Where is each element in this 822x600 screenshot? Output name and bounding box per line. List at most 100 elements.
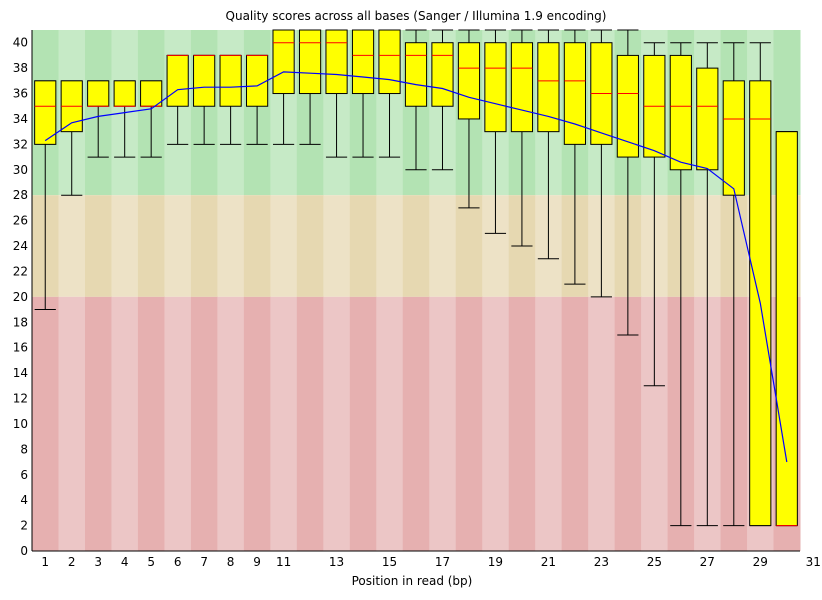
iqr-box [113, 80, 136, 107]
box-pos-24-25 [457, 29, 481, 209]
x-axis-ticks: 1234567891113151719212325272931333537394… [41, 555, 820, 569]
box-pos-12-13 [298, 29, 322, 145]
y-tick-label: 20 [13, 290, 28, 304]
box-pos-10-11 [272, 29, 295, 145]
iqr-box [272, 29, 295, 95]
zone-reasonable-stripe [323, 195, 351, 297]
zone-poor-stripe [614, 296, 642, 551]
iqr-box [166, 54, 189, 107]
x-tick-label: 4 [121, 555, 129, 569]
box-pos-18-19 [378, 29, 401, 158]
iqr-box [298, 29, 322, 95]
zone-reasonable-stripe [84, 195, 112, 297]
zone-reasonable-stripe [190, 195, 218, 297]
y-tick-label: 12 [13, 392, 28, 406]
y-tick-label: 28 [13, 188, 28, 202]
x-tick-label: 6 [174, 555, 182, 569]
zone-poor-stripe [190, 296, 218, 551]
iqr-box [246, 54, 269, 107]
zone-reasonable-stripe [429, 195, 457, 297]
zone-reasonable-stripe [402, 195, 430, 297]
x-tick-label: 7 [200, 555, 208, 569]
x-tick-label: 19 [488, 555, 503, 569]
box-pos-38-39 [643, 42, 666, 387]
zone-reasonable-stripe [455, 195, 483, 297]
iqr-box [722, 80, 745, 196]
x-tick-label: 25 [647, 555, 662, 569]
zone-poor-stripe [508, 296, 536, 551]
y-tick-label: 32 [13, 137, 28, 151]
x-tick-label: 8 [227, 555, 235, 569]
zone-poor-stripe [32, 296, 59, 551]
x-tick-label: 3 [94, 555, 102, 569]
iqr-box [325, 29, 348, 95]
y-tick-label: 30 [13, 163, 28, 177]
y-tick-label: 14 [13, 366, 28, 380]
y-tick-label: 8 [20, 442, 28, 456]
iqr-box [563, 42, 586, 145]
x-tick-label: 29 [753, 555, 768, 569]
box-pos-2 [60, 80, 83, 196]
x-axis-label: Position in read (bp) [352, 574, 473, 588]
y-tick-label: 16 [13, 341, 28, 355]
iqr-box [484, 42, 507, 133]
y-tick-label: 34 [13, 112, 28, 126]
zone-reasonable-stripe [58, 195, 86, 297]
iqr-box [404, 42, 428, 107]
x-tick-label: 11 [276, 555, 291, 569]
iqr-box [87, 80, 110, 107]
zone-reasonable-stripe [164, 195, 192, 297]
y-tick-label: 24 [13, 239, 28, 253]
box-pos-5 [140, 80, 163, 158]
zone-reasonable-stripe [270, 195, 298, 297]
iqr-box [616, 54, 639, 158]
iqr-box [537, 42, 560, 133]
iqr-box [669, 54, 692, 171]
iqr-box [351, 29, 375, 95]
zone-reasonable-stripe [111, 195, 139, 297]
iqr-box [775, 131, 798, 527]
zone-poor-stripe [84, 296, 112, 551]
box-pos-14-15 [325, 29, 348, 158]
y-tick-label: 2 [20, 519, 28, 533]
box-pos-36-37 [616, 29, 639, 336]
zone-reasonable-stripe [137, 195, 165, 297]
zone-reasonable-stripe [217, 195, 245, 297]
box-pos-32-33 [563, 29, 586, 285]
iqr-box [457, 42, 481, 120]
zone-reasonable-stripe [349, 195, 377, 297]
iqr-box [193, 54, 216, 107]
mean-layer [44, 71, 788, 463]
zone-poor-stripe [482, 296, 510, 551]
x-tick-label: 2 [68, 555, 76, 569]
y-tick-label: 22 [13, 264, 28, 278]
box-pos-8 [219, 54, 242, 145]
mean-quality-line [44, 71, 788, 463]
box-pos-1 [34, 80, 57, 311]
iqr-box [431, 42, 454, 107]
y-tick-label: 10 [13, 417, 28, 431]
y-tick-label: 4 [20, 493, 28, 507]
box-pos-42-43 [696, 42, 719, 527]
zone-poor-stripe [164, 296, 192, 551]
zone-poor-stripe [58, 296, 86, 551]
iqr-box [219, 54, 242, 107]
y-tick-label: 40 [13, 36, 28, 50]
box-pos-26-27 [484, 29, 507, 234]
zone-poor-stripe [323, 296, 351, 551]
iqr-box [510, 42, 534, 133]
y-tick-label: 38 [13, 61, 28, 75]
zone-reasonable-stripe [296, 195, 324, 297]
y-tick-label: 36 [13, 87, 28, 101]
x-tick-label: 9 [253, 555, 261, 569]
x-tick-label: 13 [329, 555, 344, 569]
zone-poor-stripe [429, 296, 457, 551]
x-tick-label: 23 [594, 555, 609, 569]
box-pos-7 [193, 54, 216, 145]
zone-poor-stripe [588, 296, 616, 551]
zone-poor-stripe [561, 296, 589, 551]
box-pos-40-41 [669, 42, 692, 527]
box-pos-44-45 [722, 42, 745, 527]
